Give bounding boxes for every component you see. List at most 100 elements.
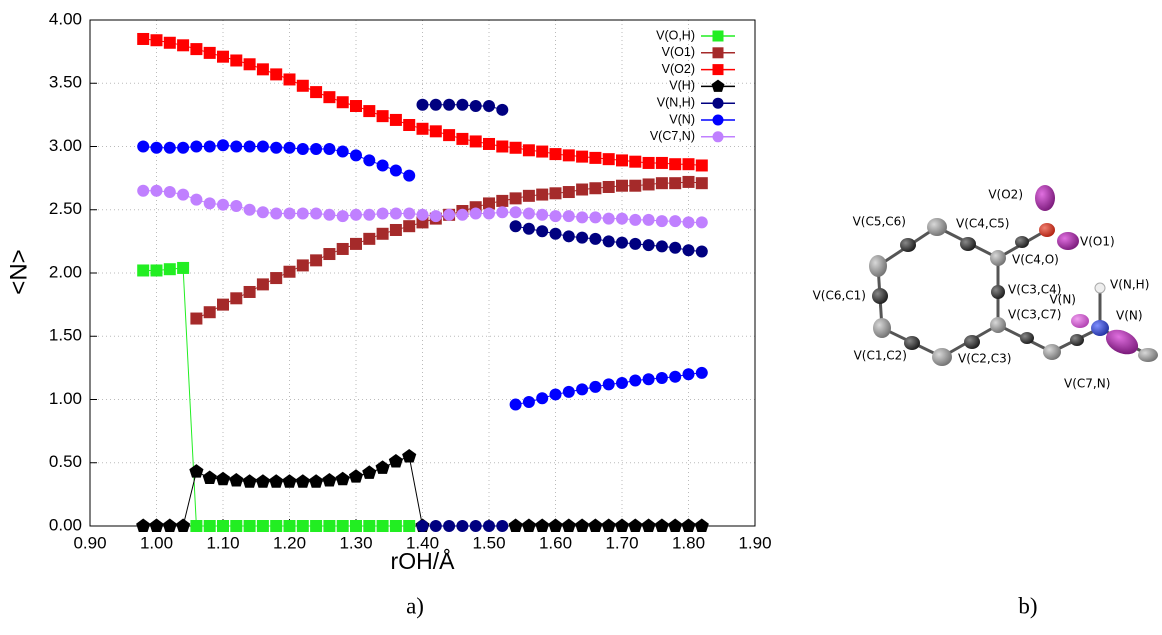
marker xyxy=(257,520,269,532)
marker xyxy=(257,141,269,153)
marker xyxy=(510,142,522,154)
marker xyxy=(536,146,548,158)
marker xyxy=(204,520,216,532)
marker xyxy=(151,34,163,46)
marker xyxy=(683,216,695,228)
marker xyxy=(629,214,641,226)
marker xyxy=(430,210,442,222)
y-tick-label: 0.00 xyxy=(49,515,82,534)
marker xyxy=(443,99,455,111)
marker xyxy=(643,214,655,226)
marker xyxy=(417,209,429,221)
marker xyxy=(603,378,615,390)
marker xyxy=(350,100,362,112)
marker xyxy=(496,141,508,153)
marker xyxy=(337,210,349,222)
marker xyxy=(229,473,243,486)
marker xyxy=(483,138,495,150)
marker xyxy=(668,519,682,532)
marker xyxy=(204,141,216,153)
page: {"chart_data": {"type": "line", "x_label… xyxy=(0,0,1162,635)
marker xyxy=(390,224,402,236)
marker xyxy=(257,278,269,290)
marker xyxy=(696,177,708,189)
marker xyxy=(603,153,615,165)
marker xyxy=(402,449,416,462)
y-tick-label: 2.50 xyxy=(49,199,82,218)
marker xyxy=(310,86,322,98)
marker xyxy=(602,519,616,532)
marker xyxy=(509,519,523,532)
marker xyxy=(297,143,309,155)
marker xyxy=(164,186,176,198)
marker xyxy=(713,31,724,42)
marker xyxy=(257,63,269,75)
marker xyxy=(470,208,482,220)
marker xyxy=(177,262,189,274)
marker xyxy=(456,133,468,145)
marker xyxy=(603,213,615,225)
marker xyxy=(323,248,335,260)
marker xyxy=(683,176,695,188)
marker xyxy=(284,73,296,85)
marker xyxy=(137,33,149,45)
marker xyxy=(244,204,256,216)
marker xyxy=(230,292,242,304)
marker xyxy=(337,520,349,532)
x-tick-label: 1.20 xyxy=(273,533,306,552)
legend-label: V(N,H) xyxy=(657,95,695,109)
marker xyxy=(350,209,362,221)
marker xyxy=(164,263,176,275)
panel-label: a) xyxy=(406,593,424,618)
marker xyxy=(190,141,202,153)
marker xyxy=(628,519,642,532)
marker xyxy=(337,146,349,158)
marker xyxy=(643,373,655,385)
marker xyxy=(230,200,242,212)
marker xyxy=(243,474,257,487)
marker xyxy=(270,68,282,80)
molecule-label: V(C5,C6) xyxy=(853,215,906,229)
marker xyxy=(163,519,177,532)
marker xyxy=(337,96,349,108)
marker xyxy=(390,165,402,177)
marker xyxy=(575,519,589,532)
marker xyxy=(616,213,628,225)
marker xyxy=(510,399,522,411)
marker xyxy=(713,115,724,126)
marker xyxy=(548,519,562,532)
marker xyxy=(629,238,641,250)
marker xyxy=(683,244,695,256)
marker xyxy=(203,470,217,483)
marker xyxy=(363,105,375,117)
y-tick-label: 3.50 xyxy=(49,73,82,92)
marker xyxy=(270,520,282,532)
marker xyxy=(496,104,508,116)
marker xyxy=(483,100,495,112)
marker xyxy=(310,254,322,266)
marker xyxy=(136,519,150,532)
marker xyxy=(430,520,442,532)
x-tick-label: 0.90 xyxy=(73,533,106,552)
marker xyxy=(244,58,256,70)
marker xyxy=(310,520,322,532)
legend-label: V(O1) xyxy=(662,45,695,59)
marker xyxy=(390,114,402,126)
marker xyxy=(377,159,389,171)
marker xyxy=(550,210,562,222)
marker xyxy=(164,142,176,154)
marker xyxy=(270,272,282,284)
x-tick-label: 1.90 xyxy=(738,533,771,552)
marker xyxy=(643,157,655,169)
marker xyxy=(456,99,468,111)
marker xyxy=(576,211,588,223)
marker xyxy=(217,520,229,532)
marker xyxy=(616,180,628,192)
marker xyxy=(417,123,429,135)
molecule: V(O2)V(C5,C6)V(C4,C5)V(O1)V(C4,O)V(N,H)V… xyxy=(813,185,1158,391)
marker xyxy=(443,129,455,141)
legend-label: V(O,H) xyxy=(656,28,695,42)
marker xyxy=(656,177,668,189)
marker xyxy=(323,91,335,103)
marker xyxy=(588,519,602,532)
